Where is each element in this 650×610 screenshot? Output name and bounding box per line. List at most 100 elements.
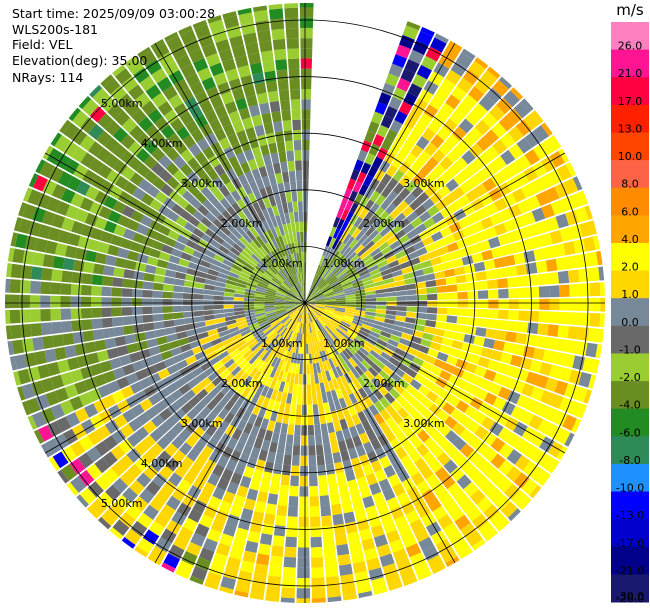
radar-gate [236, 320, 248, 327]
radar-gate [246, 282, 258, 289]
radar-gate [497, 309, 509, 320]
radar-gate [129, 479, 145, 496]
radar-gate [297, 567, 310, 579]
radar-gate [493, 197, 508, 212]
radar-gate [535, 260, 548, 273]
radar-gate [325, 300, 336, 303]
radar-gate [554, 182, 569, 199]
radar-gate [241, 410, 252, 423]
radar-gate [280, 423, 288, 435]
radar-gate [348, 425, 359, 438]
radar-gate [395, 315, 406, 322]
radar-gate [300, 27, 313, 39]
radar-gate [180, 63, 196, 79]
radar-gate [225, 319, 237, 326]
radar-gate [137, 46, 152, 59]
radar-gate [335, 533, 348, 546]
radar-gate [286, 293, 297, 299]
radar-gate [66, 176, 82, 192]
radar-gate [588, 374, 597, 389]
radar-gate [154, 328, 167, 338]
radar-gate [210, 337, 222, 347]
radar-gate [360, 162, 372, 175]
radar-gate [227, 250, 238, 260]
radar-gate [225, 459, 238, 472]
radar-gate [332, 227, 341, 239]
radar-gate [569, 283, 581, 297]
radar-gate [479, 378, 493, 392]
radar-gate [85, 185, 100, 201]
radar-gate [382, 563, 398, 577]
radar-gate [383, 464, 396, 478]
radar-gate [321, 433, 330, 445]
radar-gate [395, 446, 408, 460]
radar-gate [96, 350, 110, 362]
radar-gate [290, 288, 299, 296]
radar-gate [436, 409, 450, 423]
radar-gate [283, 454, 292, 466]
radar-gate [89, 106, 106, 123]
radar-gate [424, 184, 437, 198]
radar-gate [448, 40, 463, 52]
radar-gate [314, 373, 320, 384]
radar-gate [292, 445, 301, 456]
radar-gate [299, 486, 309, 497]
radar-gate [277, 79, 289, 91]
radar-gate [384, 106, 398, 120]
radar-gate [156, 76, 173, 92]
radar-gate [456, 77, 473, 94]
radar-gate [552, 351, 566, 366]
radar-gate [397, 378, 410, 390]
radar-gate [478, 299, 489, 309]
radar-gate [302, 160, 310, 171]
radar-gate [208, 333, 220, 342]
radar-gate [110, 234, 123, 247]
radar-gate [54, 242, 68, 257]
radar-gate [300, 262, 303, 273]
radar-gate [278, 89, 290, 101]
radar-gate [453, 490, 469, 506]
radar-gate [272, 321, 282, 330]
radar-gate [489, 212, 503, 226]
radar-gate [267, 343, 276, 354]
radar-gate [154, 116, 169, 132]
radar-gate [257, 406, 267, 418]
radar-gate [285, 536, 297, 548]
radar-gate [367, 264, 379, 273]
radar-gate [136, 223, 149, 236]
radar-gate [299, 333, 303, 344]
radar-gate [293, 435, 301, 446]
radar-gate [47, 361, 61, 377]
radar-gate [267, 575, 282, 588]
radar-gate [158, 343, 171, 353]
radar-gate [371, 272, 382, 280]
radar-gate [473, 261, 486, 272]
radar-gate [311, 587, 326, 599]
radar-gate [367, 121, 380, 134]
radar-gate [246, 259, 257, 268]
radar-gate [367, 214, 378, 226]
radar-gate [324, 296, 336, 300]
radar-gate [30, 266, 43, 280]
radar-gate [81, 273, 93, 285]
radar-gate [423, 437, 438, 451]
radar-gate [379, 408, 391, 421]
radar-gate [28, 221, 42, 237]
radar-gate [293, 321, 299, 332]
radar-gate [423, 326, 436, 335]
radar-gate [303, 303, 305, 314]
radar-gate [441, 474, 456, 490]
radar-gate [319, 281, 328, 290]
radar-gate [543, 245, 556, 260]
radar-gate [172, 305, 184, 313]
radar-gate [401, 533, 417, 548]
radar-gate [329, 226, 337, 238]
radar-gate [437, 490, 453, 505]
radar-gate [298, 374, 303, 385]
radar-gate [528, 286, 540, 298]
radar-gate [140, 215, 153, 228]
radar-gate [361, 419, 372, 432]
radar-gate [337, 242, 346, 253]
radar-gate [160, 528, 177, 544]
radar-gate [244, 291, 255, 296]
